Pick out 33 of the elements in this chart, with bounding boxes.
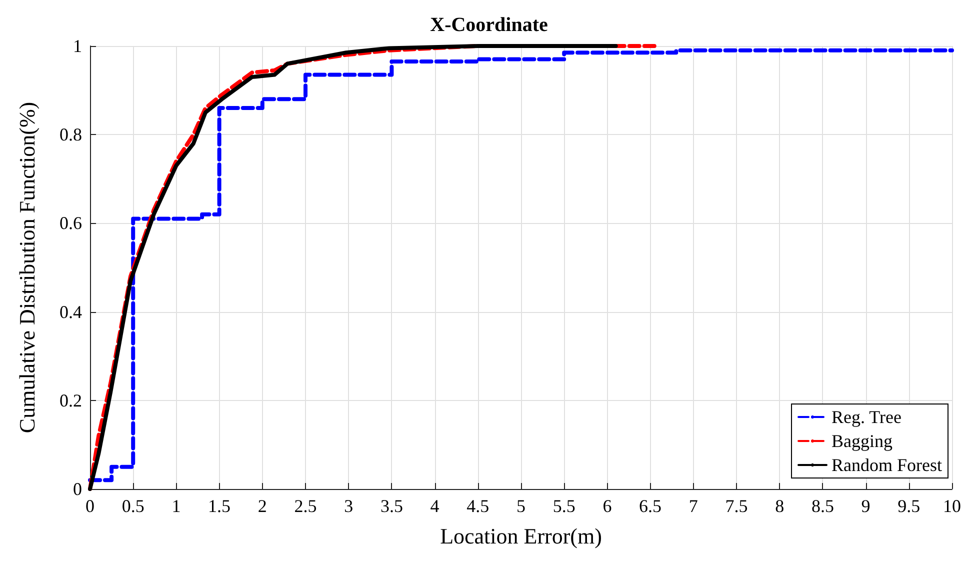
x-tick-label: 10 bbox=[943, 496, 961, 516]
y-tick-label: 0.8 bbox=[60, 124, 82, 145]
legend-label: Reg. Tree bbox=[832, 407, 902, 427]
x-tick-label: 0 bbox=[86, 496, 94, 516]
x-tick-label: 1.5 bbox=[208, 496, 231, 516]
x-tick-label: 9.5 bbox=[898, 496, 920, 516]
x-tick-label: 3 bbox=[344, 496, 354, 516]
y-tick-label: 0 bbox=[73, 479, 82, 499]
x-tick-label: 5.5 bbox=[552, 496, 576, 516]
legend-label: Random Forest bbox=[832, 455, 942, 475]
y-tick-label: 0.2 bbox=[60, 390, 82, 410]
x-tick-label: 5 bbox=[516, 496, 526, 516]
x-tick-label: 7 bbox=[688, 496, 698, 516]
legend-label: Bagging bbox=[832, 431, 893, 451]
y-tick-label: 0.6 bbox=[60, 213, 82, 234]
x-tick-label: 4.5 bbox=[466, 496, 490, 516]
x-tick-label: 8.5 bbox=[811, 496, 834, 516]
x-tick-label: 0.5 bbox=[122, 496, 144, 516]
x-tick-label: 1 bbox=[172, 496, 181, 516]
chart-title: X-Coordinate bbox=[430, 14, 548, 36]
x-tick-label: 6 bbox=[602, 496, 612, 516]
x-tick-label: 2 bbox=[258, 496, 267, 516]
x-tick-label: 6.5 bbox=[639, 496, 662, 516]
x-tick-label: 3.5 bbox=[380, 496, 403, 516]
x-axis-title: Location Error(m) bbox=[440, 524, 602, 548]
x-tick-label: 2.5 bbox=[294, 496, 317, 516]
x-tick-label: 7.5 bbox=[725, 496, 748, 516]
x-tick-label: 8 bbox=[775, 496, 784, 516]
y-axis-title: Cumulative Distribution Function(%) bbox=[14, 102, 40, 434]
x-tick-label: 9 bbox=[861, 496, 870, 516]
y-tick-label: 0.4 bbox=[60, 302, 82, 322]
y-tick-label: 1 bbox=[73, 36, 82, 56]
x-tick-label: 4 bbox=[430, 496, 440, 516]
